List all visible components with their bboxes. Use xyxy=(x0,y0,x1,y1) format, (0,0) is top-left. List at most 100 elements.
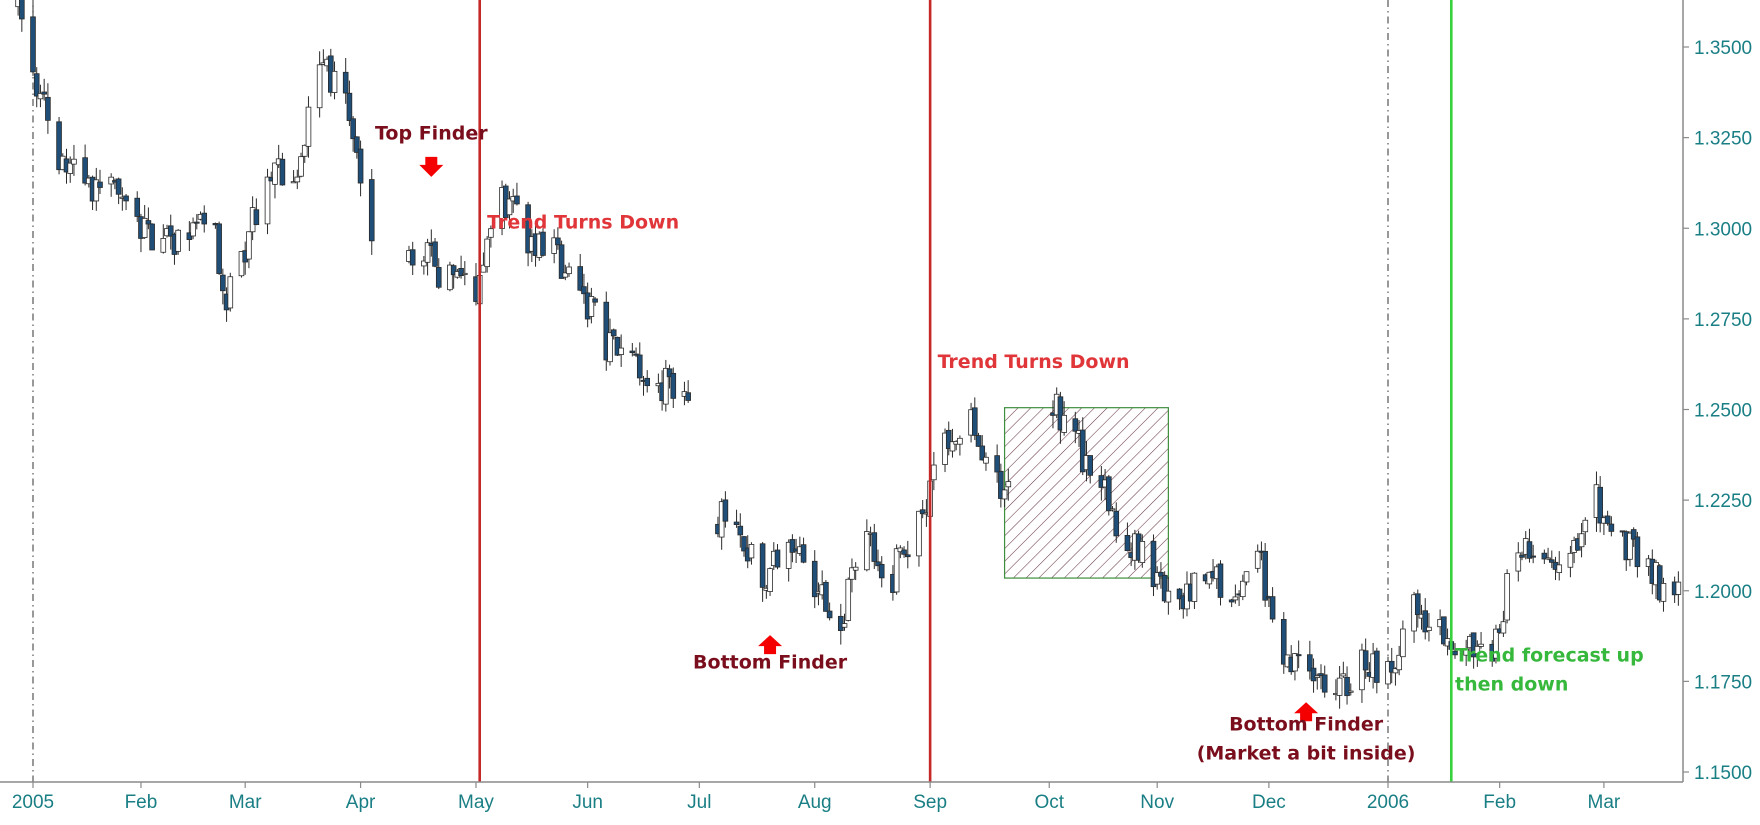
candle-body xyxy=(811,560,818,598)
candle-body xyxy=(1556,564,1563,574)
candle-body xyxy=(1269,596,1276,620)
candle-body xyxy=(201,212,208,225)
x-axis-panel xyxy=(0,782,1760,825)
candle-body xyxy=(919,509,926,515)
candle-body xyxy=(1158,571,1164,577)
candle-body xyxy=(331,70,338,93)
candle-body xyxy=(1530,555,1536,558)
candle-body xyxy=(975,435,982,447)
candle-body xyxy=(1106,476,1112,512)
candle-body xyxy=(551,237,557,254)
candle-body xyxy=(666,368,673,378)
candle-body xyxy=(1478,643,1484,647)
candle-body xyxy=(1336,677,1343,696)
candle-body xyxy=(190,222,196,237)
candle-body xyxy=(368,179,375,242)
candle-body xyxy=(149,223,155,251)
candle-body xyxy=(354,136,360,153)
candle-body xyxy=(629,350,636,354)
candle-body xyxy=(71,158,77,165)
candle-body xyxy=(421,260,427,267)
candle-body xyxy=(1154,572,1161,585)
annotation-label: Top Finder xyxy=(375,122,488,144)
candle-body xyxy=(949,441,956,452)
candle-body xyxy=(1548,559,1555,563)
candle-body xyxy=(1597,486,1603,524)
annotation-label: Bottom Finder xyxy=(693,652,848,674)
candle-body xyxy=(1474,645,1481,655)
candle-body xyxy=(1228,599,1235,603)
candle-body xyxy=(722,499,729,522)
candle-body xyxy=(588,296,595,317)
y-tick-label: 1.3500 xyxy=(1694,38,1752,59)
candle-body xyxy=(1463,648,1469,656)
candle-body xyxy=(346,92,353,121)
candle-body xyxy=(1072,418,1079,432)
candle-body xyxy=(983,456,989,464)
candle-body xyxy=(175,229,181,252)
candle-body xyxy=(663,367,669,405)
candle-body xyxy=(298,156,304,177)
candle-body xyxy=(484,238,490,268)
candle-body xyxy=(33,73,40,97)
candle-body xyxy=(603,301,610,361)
candle-body xyxy=(305,106,312,147)
x-tick-label: Jun xyxy=(572,792,603,813)
candle-body xyxy=(759,543,766,588)
candle-body xyxy=(1362,650,1369,671)
candle-body xyxy=(1392,668,1399,674)
x-tick-label: Feb xyxy=(1483,792,1516,813)
candle-body xyxy=(1344,676,1350,697)
candle-body xyxy=(488,228,494,238)
candle-body xyxy=(916,510,922,557)
y-tick-label: 1.3250 xyxy=(1694,129,1752,150)
arrow-up-icon xyxy=(1294,702,1319,722)
candle-body xyxy=(279,158,286,186)
candle-body xyxy=(357,148,364,184)
candle-body xyxy=(945,429,952,450)
candle-body xyxy=(904,554,911,558)
x-tick-label: 2005 xyxy=(12,792,54,813)
candle-body xyxy=(1217,563,1224,598)
candle-body xyxy=(1280,619,1287,665)
candle-body xyxy=(685,392,691,401)
annotation-label: then down xyxy=(1455,673,1568,695)
candle-body xyxy=(592,298,598,303)
candle-body xyxy=(1396,654,1402,671)
candle-body xyxy=(37,93,44,100)
candle-body xyxy=(607,332,613,363)
candle-body xyxy=(1400,628,1406,658)
candle-body xyxy=(845,578,852,621)
annotation-label: Trend forecast up xyxy=(1455,644,1644,666)
candle-body xyxy=(1604,515,1611,524)
candle-body xyxy=(871,532,878,562)
candle-body xyxy=(82,157,88,184)
candle-body xyxy=(480,264,487,273)
candle-body xyxy=(19,0,25,20)
candle-body xyxy=(1307,654,1313,672)
candle-body xyxy=(1541,552,1548,560)
candle-body xyxy=(93,179,100,202)
candle-body xyxy=(1176,588,1183,600)
candle-body xyxy=(264,176,271,225)
candle-body xyxy=(823,581,829,612)
candle-body xyxy=(1660,583,1667,602)
candle-body xyxy=(1470,632,1477,658)
candle-body xyxy=(1243,571,1250,583)
candle-body xyxy=(1526,541,1533,559)
x-tick-label: Jul xyxy=(687,792,711,813)
y-tick-label: 1.2000 xyxy=(1694,582,1752,603)
candle-body xyxy=(462,272,468,275)
annotation-label: (Market a bit inside) xyxy=(1197,742,1416,764)
candle-body xyxy=(1001,489,1008,500)
candle-body xyxy=(748,544,755,559)
candle-body xyxy=(737,525,744,536)
candle-body xyxy=(435,266,442,288)
candle-body xyxy=(41,91,47,95)
candle-body xyxy=(1061,414,1067,433)
candle-body xyxy=(1582,519,1589,533)
y-tick-label: 1.2250 xyxy=(1694,491,1752,512)
candle-body xyxy=(893,548,900,593)
candle-body xyxy=(1254,550,1261,569)
